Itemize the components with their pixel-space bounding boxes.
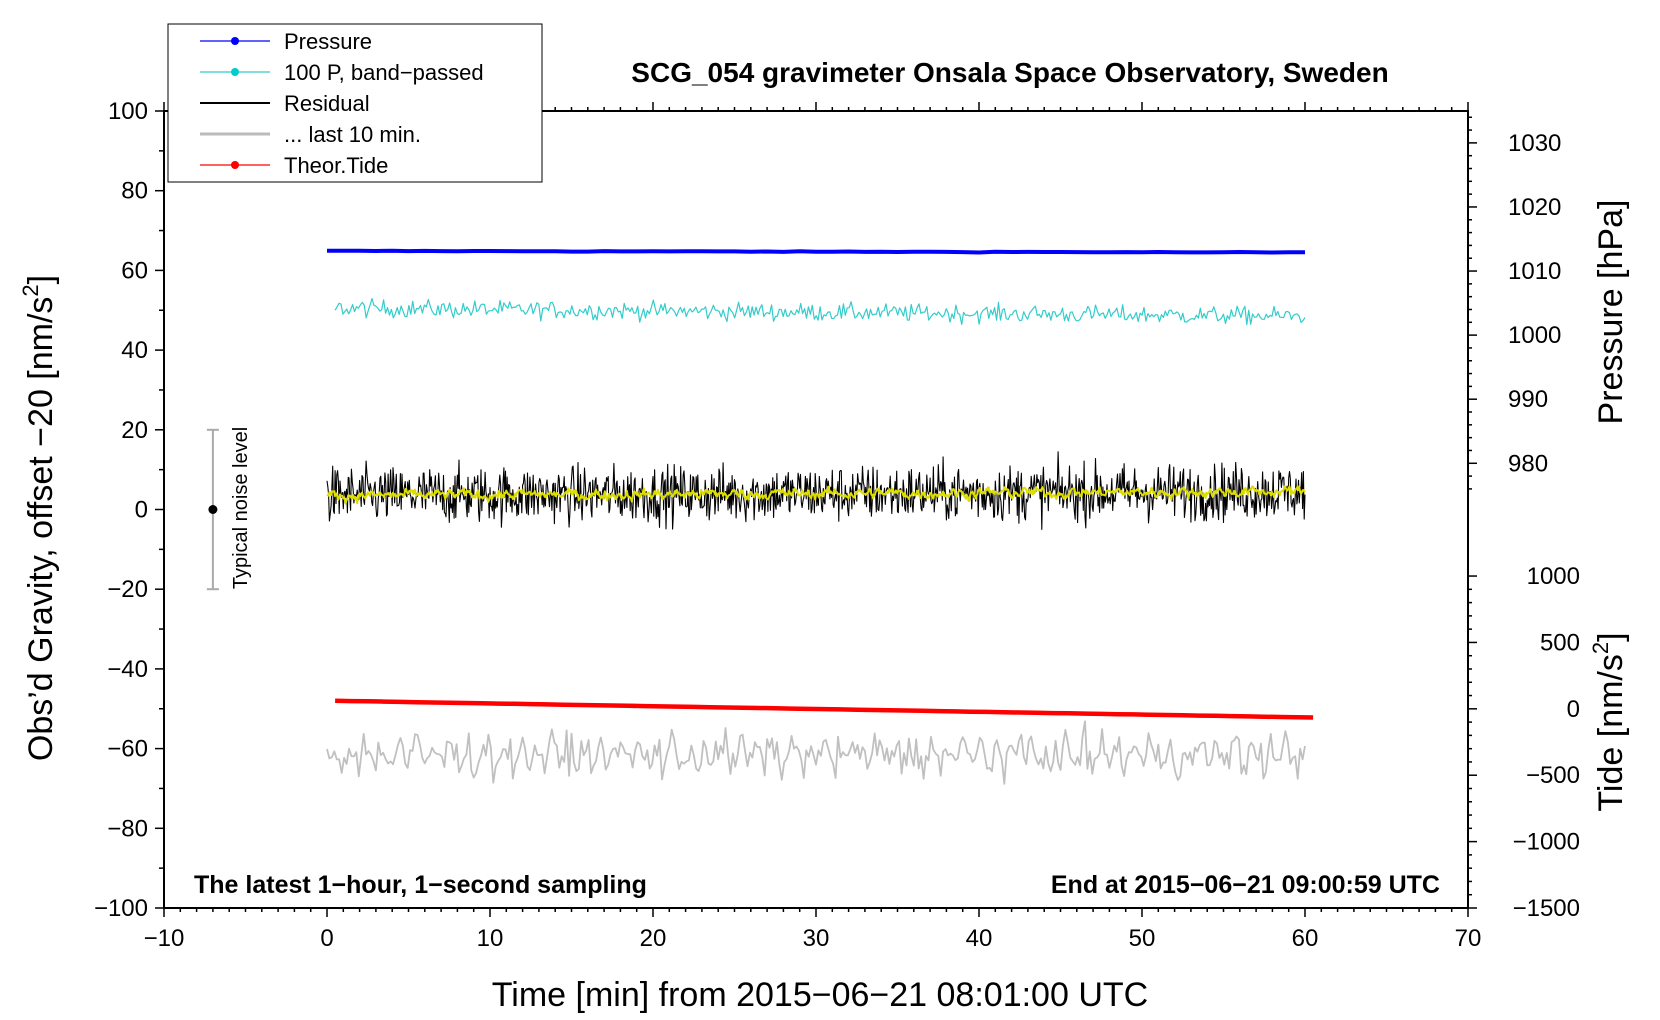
pressure-tick-label: 1030 (1508, 130, 1561, 157)
pressure-tick-label: 980 (1508, 450, 1548, 477)
pressure-tick-label: 1020 (1508, 194, 1561, 221)
x-tick-label: 70 (1455, 925, 1482, 952)
y-tick-label: 100 (108, 98, 148, 125)
x-tick-label: 10 (477, 925, 504, 952)
tide-tick-label: −1000 (1513, 829, 1580, 856)
pressure-axis-title: Pressure [hPa] (1592, 200, 1630, 425)
tide-tick-label: −1500 (1513, 895, 1580, 922)
tide-axis-title: Tide [nm/s2] (1588, 632, 1630, 811)
y-tick-label: −100 (94, 895, 148, 922)
y-tick-label: 0 (135, 497, 148, 524)
series-line-2 (326, 451, 1306, 530)
legend-label-2: Residual (284, 91, 370, 116)
y-tick-label: 20 (121, 417, 148, 444)
noise-indicator-label: Typical noise level (230, 427, 252, 589)
series-line-4 (326, 720, 1306, 785)
y-axis-title: Obs’d Gravity, offset −20 [nm/s2] (18, 275, 60, 761)
y-tick-label: 40 (121, 337, 148, 364)
series-line-5 (335, 698, 1314, 720)
series-line-3 (326, 485, 1306, 505)
annotation-right: End at 2015−06−21 09:00:59 UTC (1051, 871, 1440, 899)
y-axis-title-main: Obs’d Gravity, offset −20 [nm/s (22, 297, 60, 762)
y-tick-label: −60 (107, 736, 148, 763)
y-tick-label: −80 (107, 815, 148, 842)
tide-tick-label: 1000 (1527, 563, 1580, 590)
legend-marker-4 (231, 161, 239, 169)
pressure-tick-label: 990 (1508, 386, 1548, 413)
plot-area (164, 111, 1468, 908)
legend-label-4: Theor.Tide (284, 153, 388, 178)
legend-marker-1 (231, 68, 239, 76)
y-tick-label: 80 (121, 178, 148, 205)
x-tick-label: −10 (144, 925, 185, 952)
legend-label-0: Pressure (284, 29, 372, 54)
x-axis-title: Time [min] from 2015−06−21 08:01:00 UTC (492, 976, 1148, 1014)
tide-tick-label: −500 (1526, 762, 1580, 789)
tide-axis-title-sup: 2 (1588, 642, 1613, 654)
y-axis-title-sup: 2 (18, 284, 43, 296)
pressure-tick-label: 1010 (1508, 258, 1561, 285)
y-tick-label: −20 (107, 576, 148, 603)
x-tick-label: 40 (966, 925, 993, 952)
y-tick-label: 60 (121, 257, 148, 284)
pressure-tick-label: 1000 (1508, 322, 1561, 349)
legend-label-3: ... last 10 min. (284, 122, 421, 147)
tide-tick-label: 0 (1567, 696, 1580, 723)
legend-marker-0 (231, 37, 239, 45)
x-tick-label: 60 (1292, 925, 1319, 952)
tide-tick-label: 500 (1540, 629, 1580, 656)
legend-label-1: 100 P, band−passed (284, 60, 484, 85)
x-tick-label: 20 (640, 925, 667, 952)
annotation-left: The latest 1−hour, 1−second sampling (194, 871, 647, 899)
legend: Pressure 100 P, band−passed Residual ... la… (167, 23, 543, 183)
series-line-0 (326, 248, 1306, 255)
y-axis-title-end: ] (22, 275, 60, 284)
tide-axis-title-end: ] (1592, 632, 1630, 641)
series-line-1 (334, 298, 1306, 326)
noise-indicator-dot (208, 505, 218, 514)
x-tick-label: 0 (320, 925, 333, 952)
tide-axis-title-main: Tide [nm/s (1592, 654, 1630, 811)
y-tick-label: −40 (107, 656, 148, 683)
x-tick-label: 50 (1129, 925, 1156, 952)
chart-title: SCG_054 gravimeter Onsala Space Observat… (631, 57, 1388, 88)
x-tick-label: 30 (803, 925, 830, 952)
